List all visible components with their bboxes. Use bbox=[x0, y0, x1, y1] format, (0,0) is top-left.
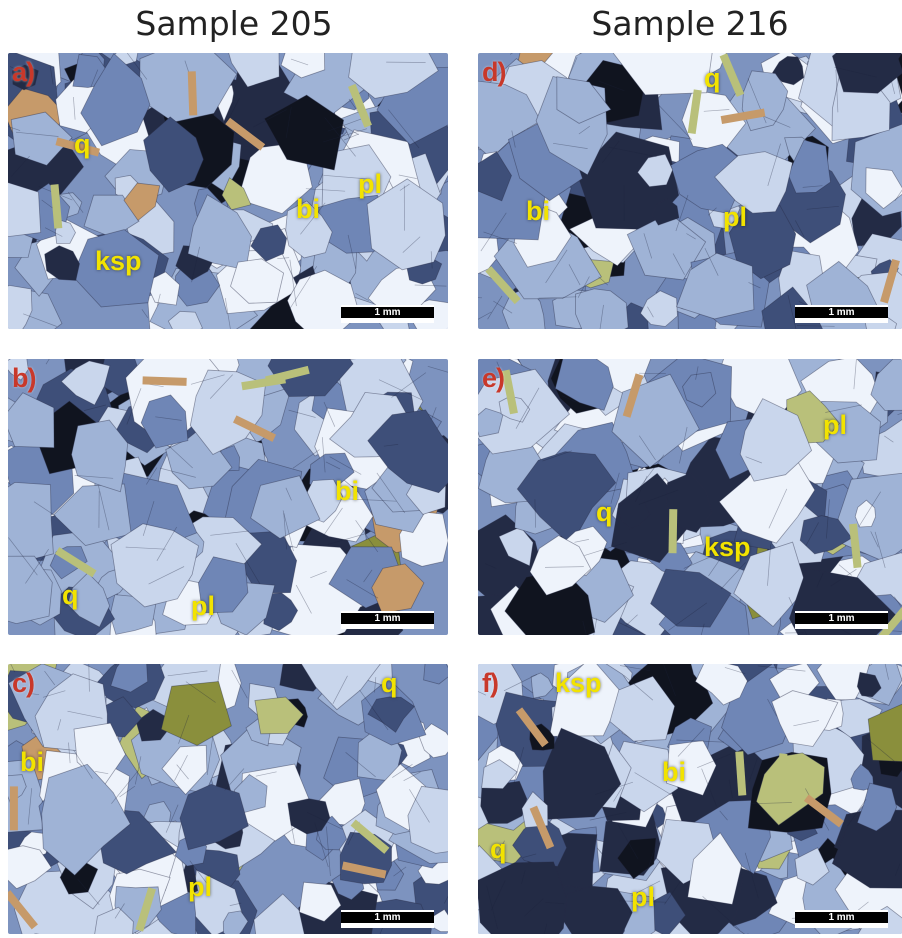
mineral-label-pl: pl bbox=[191, 591, 215, 621]
mineral-label-pl: pl bbox=[358, 169, 382, 199]
micrograph-panel-e: e) pl q ksp 1 mm bbox=[478, 359, 902, 635]
scale-bar-label: 1 mm bbox=[374, 613, 401, 624]
mineral-label-bi: bi bbox=[20, 747, 44, 777]
micrograph-panel-d: d) q bi pl 1 mm bbox=[478, 53, 902, 329]
scale-bar-label: 1 mm bbox=[828, 613, 855, 624]
mineral-label-q: q bbox=[381, 668, 398, 698]
mineral-label-bi: bi bbox=[296, 194, 320, 224]
mineral-label-ksp: ksp bbox=[704, 532, 751, 562]
micrograph-image bbox=[478, 359, 902, 635]
panel-label: f) bbox=[482, 668, 499, 698]
scale-bar-label: 1 mm bbox=[374, 912, 401, 923]
scale-bar: 1 mm bbox=[795, 305, 888, 323]
micrograph-image bbox=[8, 359, 448, 635]
scale-bar-label: 1 mm bbox=[374, 307, 401, 318]
mineral-label-pl: pl bbox=[823, 410, 847, 440]
panel-label: c) bbox=[12, 668, 35, 698]
mineral-label-q: q bbox=[74, 129, 91, 159]
mineral-label-q: q bbox=[704, 63, 721, 93]
mineral-label-ksp: ksp bbox=[555, 668, 602, 698]
mineral-label-bi: bi bbox=[335, 476, 359, 506]
mineral-label-q: q bbox=[596, 497, 613, 527]
panel-label: a) bbox=[12, 57, 35, 87]
mineral-label-ksp: ksp bbox=[95, 246, 142, 276]
mineral-label-q: q bbox=[62, 580, 79, 610]
column-title-sample-216: Sample 216 bbox=[591, 4, 789, 43]
panel-label: d) bbox=[482, 57, 507, 87]
mineral-label-bi: bi bbox=[662, 757, 686, 787]
micrograph-image bbox=[478, 664, 902, 934]
mineral-label-q: q bbox=[490, 834, 507, 864]
micrograph-panel-a: a) q pl bi ksp 1 mm bbox=[8, 53, 448, 329]
scale-bar: 1 mm bbox=[795, 910, 888, 928]
micrograph-panel-f: f) ksp bi q pl 1 mm bbox=[478, 664, 902, 934]
micrograph-panel-c: c) q bi pl 1 mm bbox=[8, 664, 448, 934]
mineral-label-bi: bi bbox=[526, 196, 550, 226]
scale-bar: 1 mm bbox=[341, 910, 434, 928]
scale-bar: 1 mm bbox=[341, 305, 434, 323]
scale-bar-label: 1 mm bbox=[828, 912, 855, 923]
mineral-label-pl: pl bbox=[188, 872, 212, 902]
scale-bar: 1 mm bbox=[341, 611, 434, 629]
micrograph-image bbox=[8, 664, 448, 934]
panel-label: e) bbox=[482, 363, 505, 393]
panel-label: b) bbox=[12, 363, 37, 393]
micrograph-image bbox=[478, 53, 902, 329]
micrograph-panel-b: b) bi q pl 1 mm bbox=[8, 359, 448, 635]
mineral-label-pl: pl bbox=[631, 882, 655, 912]
mineral-label-pl: pl bbox=[723, 202, 747, 232]
column-title-sample-205: Sample 205 bbox=[135, 4, 333, 43]
micrograph-image bbox=[8, 53, 448, 329]
scale-bar-label: 1 mm bbox=[828, 307, 855, 318]
scale-bar: 1 mm bbox=[795, 611, 888, 629]
